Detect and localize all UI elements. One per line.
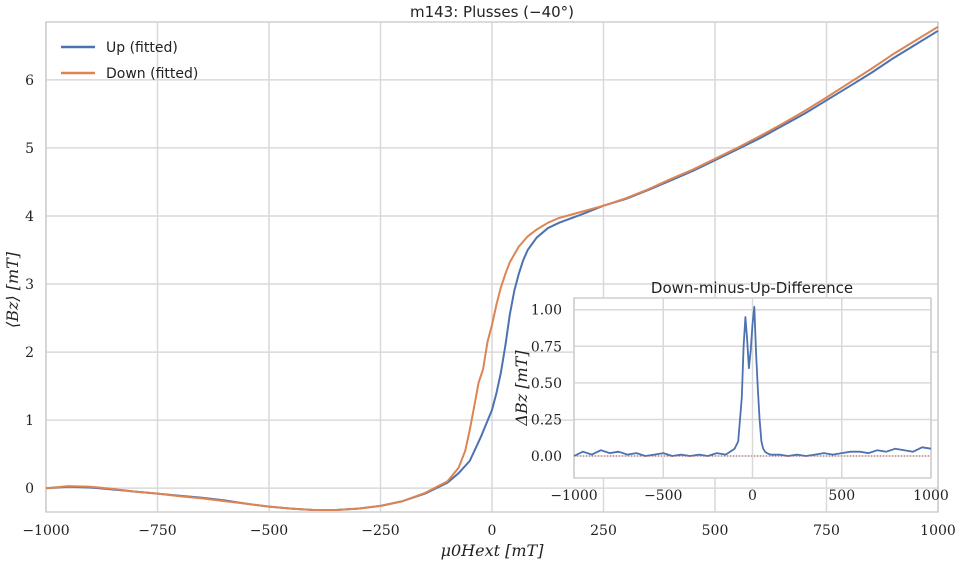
main-x-tick-labels: −1000 −750 −500 −250 0 250 500 750 1000	[22, 523, 956, 539]
main-y-tick-label: 0	[25, 481, 34, 497]
inset-x-tick-label: 1000	[913, 488, 949, 504]
main-x-tick-label: 750	[813, 523, 840, 539]
main-x-tick-label: 0	[488, 523, 497, 539]
main-y-tick-label: 4	[25, 209, 34, 225]
main-y-tick-label: 2	[25, 345, 34, 361]
inset-y-tick-label: 1.00	[531, 303, 562, 319]
inset-x-tick-label: −500	[644, 488, 682, 504]
main-x-tick-label: 1000	[920, 523, 956, 539]
main-series-lines	[45, 25, 939, 511]
main-x-tick-label: −1000	[22, 523, 69, 539]
inset-y-axis-label: ΔBz [mT]	[512, 350, 531, 427]
main-y-tick-labels: 0 1 2 3 4 5 6	[25, 73, 34, 497]
inset-chart-title: Down-minus-Up-Difference	[651, 279, 853, 297]
main-x-axis-label: μ0Hext [mT]	[441, 541, 545, 560]
inset-y-tick-labels: 0.00 0.25 0.50 0.75 1.00	[531, 303, 562, 465]
main-y-tick-label: 3	[25, 277, 34, 293]
main-series-line-1	[45, 25, 939, 511]
legend-label-up: Up (fitted)	[106, 40, 178, 56]
legend-label-down: Down (fitted)	[106, 66, 198, 82]
main-x-tick-label: −750	[138, 523, 176, 539]
inset-x-tick-label: 0	[748, 488, 757, 504]
main-chart-title: m143: Plusses (−40°)	[410, 3, 574, 21]
inset-plot-frame	[573, 297, 932, 479]
inset-y-tick-label: 0.75	[531, 339, 562, 355]
main-grid	[45, 22, 939, 512]
inset-x-tick-labels: −1000 −500 0 500 1000	[550, 488, 949, 504]
inset-series-lines	[573, 305, 932, 457]
main-y-tick-label: 6	[25, 73, 34, 89]
inset-y-tick-label: 0.25	[531, 412, 562, 428]
legend: Up (fitted) Down (fitted)	[61, 40, 198, 82]
inset-x-tick-label: −1000	[550, 488, 597, 504]
main-chart: −1000 −750 −500 −250 0 250 500 750 1000 0123456 …	[3, 3, 956, 560]
inset-series-line-0	[573, 305, 932, 457]
inset-x-tick-label: 500	[828, 488, 855, 504]
inset-y-tick-label: 0.00	[531, 449, 562, 465]
main-x-tick-label: −500	[250, 523, 288, 539]
main-x-tick-label: −250	[361, 523, 399, 539]
main-y-tick-label: 5	[25, 141, 34, 157]
main-plot-frame	[45, 21, 939, 513]
main-x-tick-label: 250	[590, 523, 617, 539]
inset-chart: −1000 −500 0 500 1000 0.00 0.25 0.50 0.75 1.00 D…	[512, 279, 949, 504]
inset-y-tick-label: 0.50	[531, 376, 562, 392]
main-y-tick-label: 1	[25, 413, 34, 429]
main-x-tick-label: 500	[702, 523, 729, 539]
main-y-axis-label: ⟨Bz⟩ [mT]	[3, 251, 22, 328]
